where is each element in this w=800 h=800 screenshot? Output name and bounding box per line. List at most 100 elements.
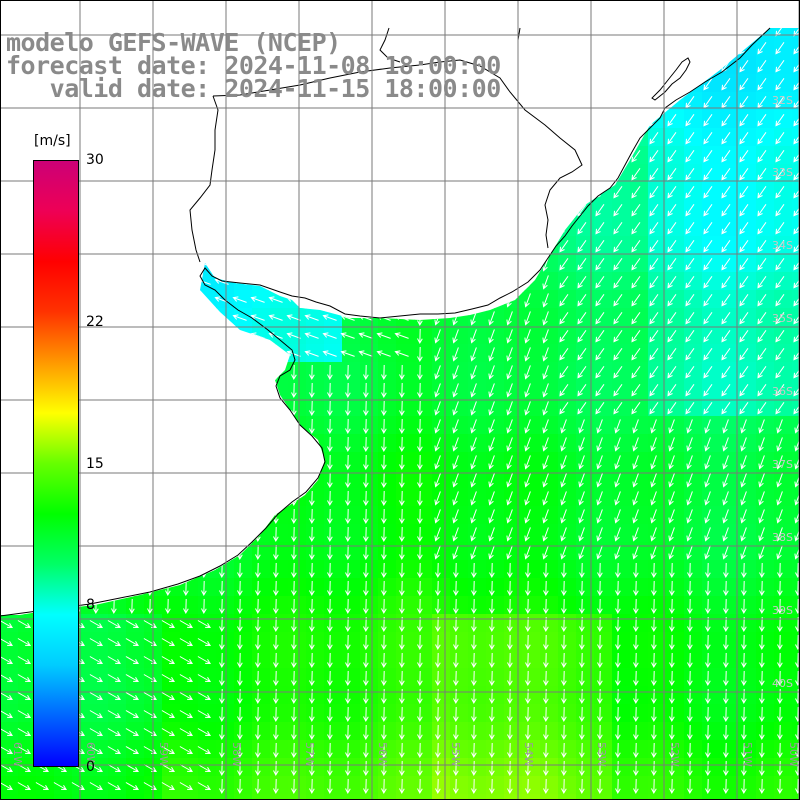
wind-arrow	[327, 436, 333, 453]
wind-speed-cell	[342, 614, 361, 633]
wind-speed-cell	[324, 326, 343, 345]
wind-arrow	[183, 454, 189, 471]
wind-speed-cell	[720, 416, 739, 435]
wind-arrow	[651, 760, 657, 777]
wind-speed-cell	[504, 668, 523, 687]
wind-arrow	[107, 656, 121, 665]
wind-speed-cell	[180, 362, 199, 381]
wind-arrow	[291, 508, 297, 525]
wind-arrow	[399, 526, 405, 543]
wind-speed-cell	[306, 110, 325, 129]
wind-speed-cell	[252, 182, 271, 201]
wind-speed-cell	[0, 398, 19, 417]
wind-arrow	[160, 278, 175, 285]
wind-arrow	[183, 400, 189, 417]
wind-speed-cell	[306, 560, 325, 579]
wind-arrow	[723, 778, 729, 795]
wind-speed-cell	[324, 560, 343, 579]
wind-arrow	[304, 332, 319, 339]
wind-arrow	[291, 562, 297, 579]
wind-speed-cell	[126, 308, 145, 327]
wind-speed-cell	[324, 650, 343, 669]
wind-speed-cell	[396, 524, 415, 543]
wind-arrow	[255, 436, 261, 453]
wind-arrow	[775, 366, 785, 379]
colorbar-tick-label: 0	[86, 759, 95, 775]
wind-speed-cell	[288, 614, 307, 633]
wind-speed-cell	[234, 704, 253, 723]
wind-speed-cell	[450, 416, 469, 435]
wind-speed-cell	[702, 488, 721, 507]
wind-arrow	[345, 598, 351, 615]
wind-arrow	[705, 562, 711, 579]
wind-arrow	[107, 620, 121, 629]
wind-arrow	[363, 544, 369, 561]
wind-arrow	[471, 598, 477, 615]
wind-arrow	[417, 778, 423, 795]
wind-arrow	[70, 152, 85, 159]
wind-speed-cell	[450, 110, 469, 129]
wind-arrow	[741, 670, 747, 687]
wind-arrow	[250, 260, 265, 267]
wind-speed-cell	[468, 578, 487, 597]
wind-speed-cell	[630, 524, 649, 543]
wind-speed-cell	[342, 632, 361, 651]
wind-arrow	[142, 116, 157, 123]
wind-speed-cell	[288, 650, 307, 669]
wind-speed-cell	[180, 326, 199, 345]
wind-speed-cell	[162, 272, 181, 291]
wind-arrow	[165, 382, 171, 399]
wind-arrow	[196, 206, 211, 213]
wind-speed-cell	[360, 488, 379, 507]
wind-speed-cell	[774, 578, 793, 597]
wind-arrow	[417, 112, 423, 129]
wind-speed-cell	[792, 488, 800, 507]
wind-arrow	[614, 437, 621, 452]
wind-speed-cell	[180, 236, 199, 255]
wind-arrow	[165, 436, 171, 453]
wind-arrow	[219, 778, 225, 795]
wind-speed-cell	[180, 182, 199, 201]
wind-speed-cell	[0, 686, 19, 705]
wind-arrow	[255, 742, 261, 759]
wind-arrow	[142, 188, 157, 195]
wind-speed-cell	[414, 740, 433, 759]
wind-arrow	[255, 508, 261, 525]
wind-arrow	[394, 44, 409, 51]
wind-speed-cell	[468, 668, 487, 687]
wind-speed-cell	[612, 650, 631, 669]
wind-arrow	[524, 509, 531, 524]
wind-arrow	[201, 382, 207, 399]
wind-arrow	[273, 580, 279, 597]
wind-speed-cell	[0, 344, 19, 363]
wind-speed-cell	[324, 164, 343, 183]
wind-speed-cell	[54, 776, 73, 795]
wind-speed-cell	[558, 758, 577, 777]
wind-speed-cell	[0, 722, 19, 741]
wind-speed-cell	[198, 218, 217, 237]
wind-arrow	[309, 418, 315, 435]
wind-speed-cell	[504, 398, 523, 417]
wind-arrow	[559, 96, 569, 109]
wind-arrow	[21, 508, 27, 525]
wind-arrow	[613, 78, 623, 91]
wind-arrow	[757, 186, 767, 199]
wind-arrow	[793, 28, 800, 37]
wind-arrow	[685, 222, 695, 235]
wind-speed-cell	[180, 344, 199, 363]
wind-speed-cell	[738, 704, 757, 723]
wind-arrow	[147, 508, 153, 525]
wind-arrow	[399, 364, 405, 381]
wind-arrow	[434, 113, 441, 128]
wind-arrow	[434, 185, 441, 200]
wind-arrow	[739, 276, 749, 289]
wind-arrow	[345, 562, 351, 579]
wind-speed-cell	[198, 362, 217, 381]
wind-speed-cell	[108, 236, 127, 255]
wind-speed-cell	[180, 128, 199, 147]
wind-arrow	[147, 436, 153, 453]
wind-arrow	[722, 509, 729, 524]
wind-arrow	[291, 364, 297, 381]
wind-arrow	[667, 240, 677, 253]
wind-speed-cell	[540, 200, 559, 219]
